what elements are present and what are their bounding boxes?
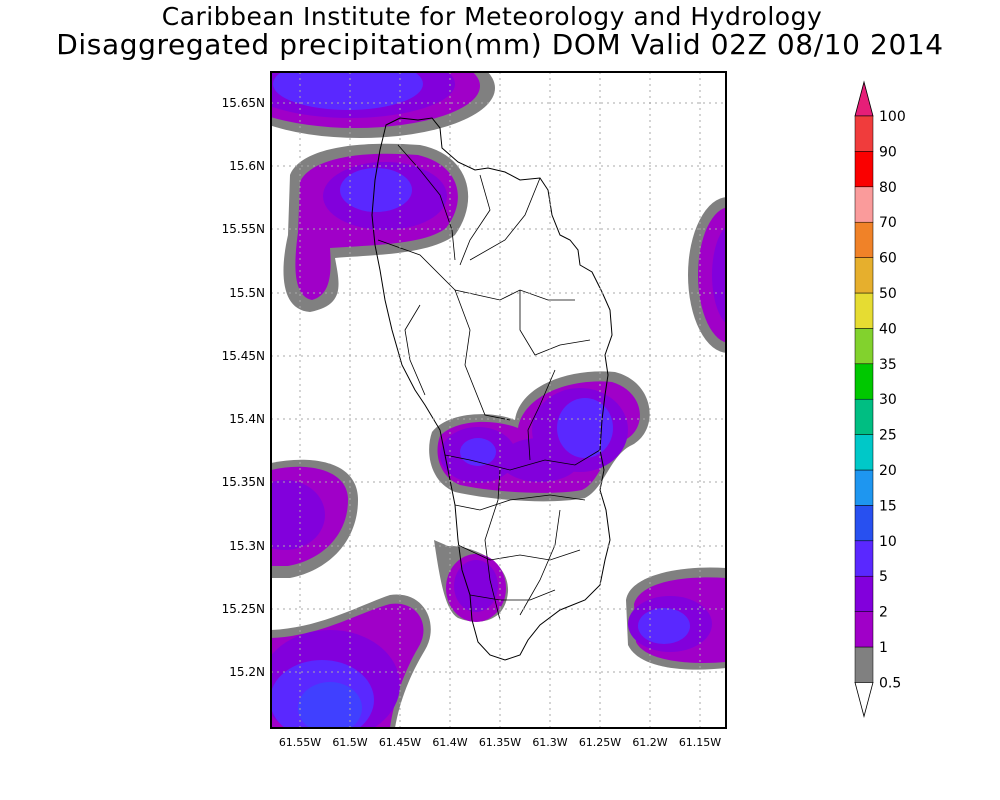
rain-blob-west [271,459,358,578]
colorbar-label: 10 [879,534,897,550]
colorbar-bottom-arrow [854,682,874,718]
colorbar-label: 0.5 [879,675,901,691]
colorbar-label: 20 [879,463,897,479]
lon-label: 61.25W [579,736,621,749]
lon-label: 61.3W [532,736,567,749]
colorbar-label: 5 [879,569,888,585]
colorbar-swatch [854,540,874,577]
colorbar-label: 35 [879,357,897,373]
lon-label: 61.2W [632,736,667,749]
colorbar-label: 60 [879,251,897,267]
lat-label: 15.5N [229,286,265,300]
precipitation-field [271,72,726,728]
lon-label: 61.15W [679,736,721,749]
lon-label: 61.4W [432,736,467,749]
colorbar-label: 1 [879,640,888,656]
colorbar-swatch [854,115,874,152]
colorbar-top-arrow [854,80,874,117]
lat-label: 15.35N [222,475,265,489]
colorbar-label: 40 [879,321,897,337]
colorbar-swatch [854,505,874,542]
lon-label: 61.55W [279,736,321,749]
colorbar-swatch [854,292,874,329]
rain-blob-east [688,197,726,353]
dominica-outline [371,117,613,661]
lat-label: 15.45N [222,349,265,363]
rain-blob-central [429,371,650,502]
lon-label: 61.5W [332,736,367,749]
rain-blob-north [283,143,469,312]
colorbar-label: 2 [879,605,888,621]
colorbar-swatch [854,363,874,400]
colorbar-label: 70 [879,215,897,231]
colorbar-swatch [854,575,874,612]
map-title: Disaggregated precipitation(mm) DOM Vali… [56,28,944,61]
gridlines [271,72,726,728]
colorbar-swatch [854,186,874,223]
lat-label: 15.2N [229,665,265,679]
colorbar-swatch [854,221,874,258]
lon-label: 61.45W [379,736,421,749]
lat-label: 15.6N [229,159,265,173]
colorbar-swatch [854,434,874,471]
lon-label: 61.35W [479,736,521,749]
colorbar-swatch [854,151,874,188]
longitude-labels: 61.55W 61.5W 61.45W 61.4W 61.35W 61.3W 6… [279,736,721,749]
institute-title: Caribbean Institute for Meteorology and … [161,2,823,31]
colorbar-label: 50 [879,286,897,302]
colorbar-swatch [854,611,874,648]
colorbar-swatch [854,398,874,435]
colorbar-swatch [854,257,874,294]
lat-label: 15.55N [222,222,265,236]
lat-label: 15.3N [229,539,265,553]
colorbar-label: 15 [879,498,897,514]
colorbar-swatch [854,646,874,683]
rain-blob-southwest [271,594,431,728]
lat-label: 15.25N [222,602,265,616]
lat-label: 15.65N [222,96,265,110]
latitude-labels: 15.65N 15.6N 15.55N 15.5N 15.45N 15.4N 1… [222,96,265,679]
colorbar-label: 25 [879,428,897,444]
colorbar-label: 80 [879,180,897,196]
colorbar-label: 90 [879,144,897,160]
colorbar-label: 30 [879,392,897,408]
rain-blob-top-left [271,72,495,138]
colorbar-swatch [854,328,874,365]
map-frame [270,71,727,729]
rain-blob-southeast [626,567,726,670]
colorbar-label: 100 [879,109,906,125]
rain-blob-south-small [434,540,509,622]
colorbar-swatch [854,469,874,506]
lat-label: 15.4N [229,412,265,426]
